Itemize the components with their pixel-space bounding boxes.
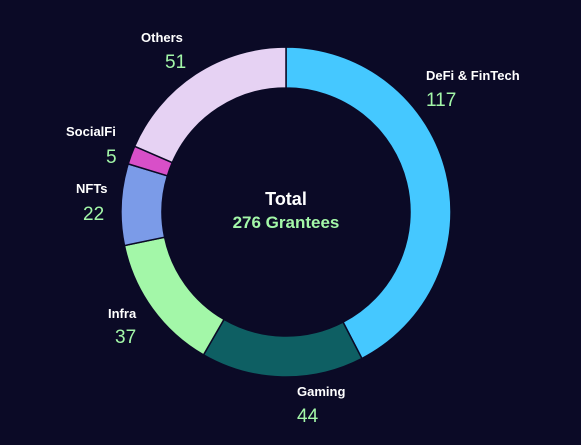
segment-label: NFTs <box>76 181 108 196</box>
donut-segment <box>123 236 226 356</box>
segment-label: Gaming <box>297 384 345 399</box>
segment-value: 44 <box>297 406 319 427</box>
center-subtitle: 276 Grantees <box>233 213 340 232</box>
segment-label: Others <box>141 30 183 45</box>
donut-segment <box>202 318 363 378</box>
segment-value: 22 <box>83 204 104 225</box>
segment-label: SocialFi <box>66 124 116 139</box>
donut-segment <box>285 46 452 360</box>
segment-label: Infra <box>108 306 137 321</box>
center-title: Total <box>265 189 307 209</box>
segment-value: 117 <box>426 90 456 111</box>
segment-value: 37 <box>115 327 136 348</box>
segment-value: 5 <box>106 147 117 168</box>
segment-label: DeFi & FinTech <box>426 68 520 83</box>
donut-segment <box>133 46 287 164</box>
segment-value: 51 <box>165 52 186 73</box>
donut-segment <box>120 162 169 247</box>
